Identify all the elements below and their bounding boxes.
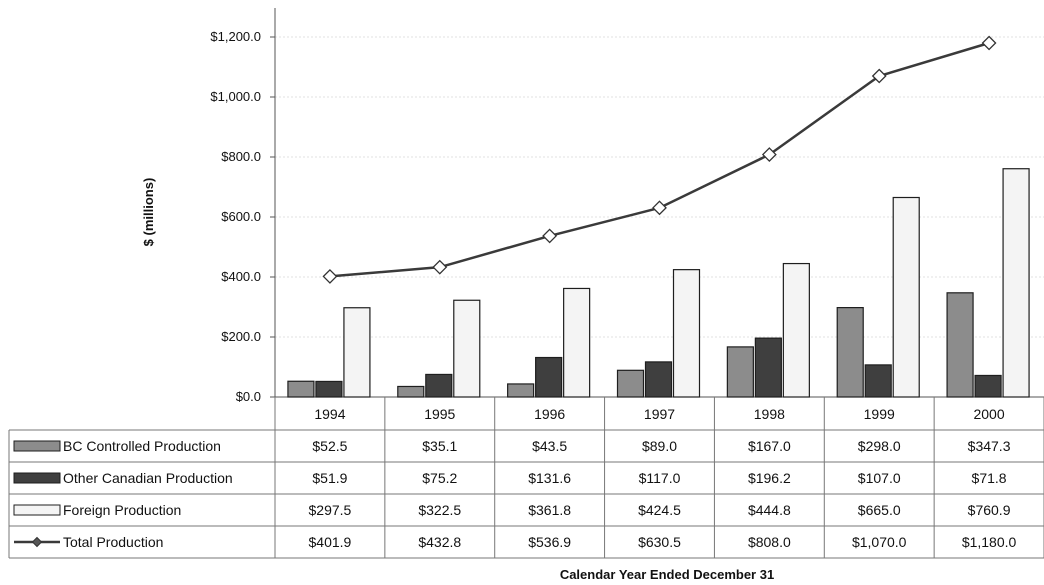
bar-1 — [727, 347, 753, 397]
total-marker — [983, 37, 996, 50]
table-cell: $1,180.0 — [962, 534, 1017, 550]
table-cell: $117.0 — [639, 470, 681, 486]
table-cell: $536.9 — [528, 534, 571, 550]
table-cell: $107.0 — [858, 470, 901, 486]
table-cell: $432.8 — [418, 534, 461, 550]
bar-3 — [674, 270, 700, 397]
bar-2 — [755, 338, 781, 397]
table-cell: $444.8 — [748, 502, 791, 518]
y-tick-label: $600.0 — [221, 209, 261, 224]
table-cell: $89.0 — [642, 438, 677, 454]
table-cell: $297.5 — [309, 502, 352, 518]
table-cell: $35.1 — [422, 438, 457, 454]
table-cell: $760.9 — [968, 502, 1011, 518]
y-tick-label: $400.0 — [221, 269, 261, 284]
legend-swatch — [14, 441, 60, 451]
table-row-label: Other Canadian Production — [63, 470, 233, 486]
bar-3 — [454, 300, 480, 397]
plot-area: $0.0 $200.0 $400.0 $600.0 $800.0 $1,000.0 $1,2… — [210, 8, 1044, 404]
y-tick-label: $800.0 — [221, 149, 261, 164]
bar-1 — [508, 384, 534, 397]
table-cell: $808.0 — [748, 534, 791, 550]
x-tick-label: 1999 — [864, 406, 895, 422]
total-marker — [543, 229, 556, 242]
table-row-label: Total Production — [63, 534, 163, 550]
data-table: 1994 1995 1996 1997 1998 1999 2000 BC Controlle… — [9, 397, 1044, 558]
bar-1 — [947, 293, 973, 397]
total-marker — [433, 261, 446, 274]
bar-2 — [536, 358, 562, 397]
y-tick-label: $1,200.0 — [210, 29, 261, 44]
x-tick-label: 1997 — [644, 406, 675, 422]
bar-3 — [783, 264, 809, 397]
bar-2 — [316, 381, 342, 397]
y-axis-title: $ (millions) — [141, 178, 156, 247]
y-tick-label: $200.0 — [221, 329, 261, 344]
bar-1 — [837, 308, 863, 397]
total-marker — [323, 270, 336, 283]
table-row-label: Foreign Production — [63, 502, 181, 518]
bar-1 — [398, 386, 424, 397]
bar-2 — [865, 365, 891, 397]
table-cell: $52.5 — [312, 438, 347, 454]
bar-1 — [288, 381, 314, 397]
legend-swatch — [14, 505, 60, 515]
bar-2 — [975, 375, 1001, 397]
table-cell: $71.8 — [972, 470, 1007, 486]
total-line — [330, 43, 989, 276]
bar-2 — [646, 362, 672, 397]
bar-1 — [618, 370, 644, 397]
x-tick-label: 1998 — [754, 406, 785, 422]
table-cell: $665.0 — [858, 502, 901, 518]
table-cell: $630.5 — [638, 534, 681, 550]
bar-3 — [1003, 169, 1029, 397]
table-cell: $196.2 — [748, 470, 791, 486]
bar-3 — [344, 308, 370, 397]
table-cell: $51.9 — [312, 470, 347, 486]
x-tick-label: 1995 — [424, 406, 455, 422]
table-cell: $424.5 — [638, 502, 681, 518]
table-cell: $167.0 — [748, 438, 791, 454]
table-cell: $347.3 — [968, 438, 1011, 454]
y-tick-label: $1,000.0 — [210, 89, 261, 104]
x-tick-label: 1994 — [314, 406, 345, 422]
table-row-label: BC Controlled Production — [63, 438, 221, 454]
table-cell: $43.5 — [532, 438, 567, 454]
total-marker — [653, 201, 666, 214]
table-cell: $361.8 — [528, 502, 571, 518]
y-tick-label: $0.0 — [236, 389, 261, 404]
x-tick-label: 1996 — [534, 406, 565, 422]
table-cell: $75.2 — [422, 470, 457, 486]
legend-marker — [33, 538, 42, 547]
legend-swatch — [14, 473, 60, 483]
bar-3 — [564, 288, 590, 397]
bar-3 — [893, 198, 919, 398]
table-cell: $298.0 — [858, 438, 901, 454]
table-cell: $322.5 — [418, 502, 461, 518]
x-tick-label: 2000 — [973, 406, 1004, 422]
table-cell: $1,070.0 — [852, 534, 907, 550]
table-cell: $401.9 — [309, 534, 352, 550]
bar-2 — [426, 374, 452, 397]
table-cell: $131.6 — [528, 470, 571, 486]
x-axis-title: Calendar Year Ended December 31 — [560, 567, 774, 582]
